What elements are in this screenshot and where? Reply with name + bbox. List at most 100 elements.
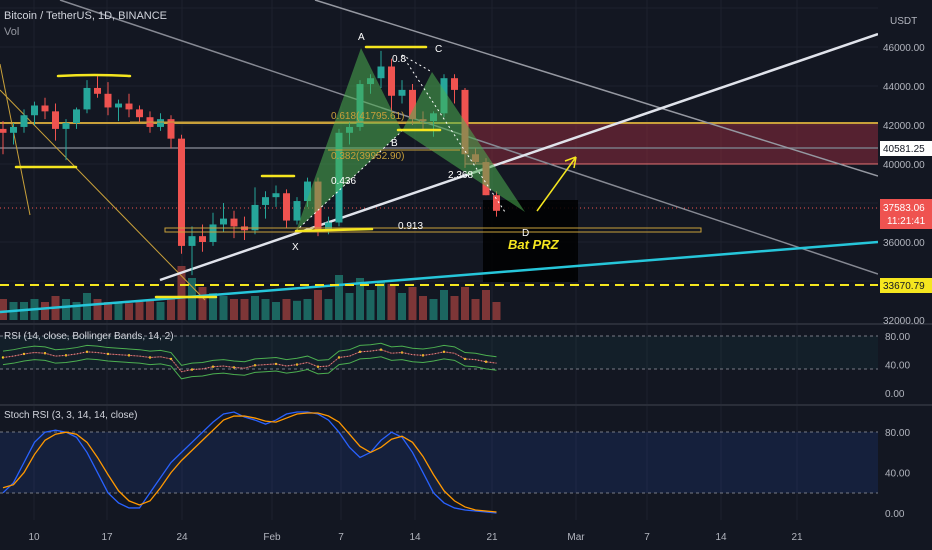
rsi-pane (0, 335, 878, 380)
candle (230, 210, 238, 239)
ac-dotted-line (401, 54, 433, 73)
rsi-indicator-label[interactable]: RSI (14, close, Bollinger Bands, 14, 2) (4, 331, 174, 342)
symbol-title[interactable]: Bitcoin / TetherUS, 1D, BINANCE (4, 10, 168, 22)
volume-bar (293, 300, 301, 320)
candle (388, 58, 395, 112)
trend-line-white[interactable] (159, 32, 878, 282)
time-tick-label: 14 (409, 532, 421, 543)
price-tick-label: 42000.00 (883, 121, 925, 132)
yellow-markers[interactable] (14, 45, 442, 299)
stoch-k-line (2, 411, 497, 514)
svg-text:11:21:41: 11:21:41 (887, 216, 926, 227)
volume-indicator-label[interactable]: Vol (4, 26, 20, 38)
volume-bar (188, 278, 196, 320)
candle (293, 197, 301, 225)
volume-bar (261, 299, 270, 320)
volume-bar (461, 287, 469, 320)
candle (52, 103, 59, 141)
candle (251, 187, 259, 235)
stoch-tick-label: 40.00 (885, 469, 910, 480)
volume-bar (419, 296, 427, 320)
bd-dotted-line (401, 54, 506, 213)
candle (178, 134, 185, 254)
volume-bar (125, 303, 133, 320)
volume-bar (272, 302, 280, 320)
pattern-xab-triangle[interactable] (296, 48, 402, 231)
candle (73, 107, 80, 129)
time-tick-label: Feb (263, 532, 281, 543)
pattern-bcd-triangle[interactable] (402, 72, 525, 212)
volume-bar (177, 266, 186, 320)
rsi-bb-upper (2, 342, 497, 366)
rsi-bb-lower (2, 356, 497, 380)
arrow-head-icon (564, 156, 577, 169)
svg-text:33670.79: 33670.79 (883, 281, 925, 292)
volume-bar (104, 302, 112, 320)
candle (377, 50, 385, 88)
point-c-label: C (435, 44, 442, 55)
ratio-bd-label: 2.368 (448, 170, 473, 181)
volume-bar (62, 299, 70, 320)
volume-bar (366, 290, 375, 320)
candle (272, 185, 280, 207)
candle (398, 80, 406, 104)
volume-bar (482, 290, 490, 320)
volume-bar (135, 302, 144, 320)
candle (125, 93, 133, 118)
time-axis[interactable]: 10 17 24 Feb 7 14 21 Mar 7 14 21 (28, 532, 803, 543)
stoch-indicator-label[interactable]: Stoch RSI (3, 3, 14, 14, close) (4, 410, 138, 421)
trend-line-teal[interactable] (0, 240, 878, 314)
trend-line-grey-2[interactable] (314, 0, 878, 177)
price-tag-current: 37583.06 11:21:41 (880, 199, 932, 229)
point-x-label: X (292, 242, 299, 253)
volume-bar (219, 296, 228, 320)
price-tick-label: 40000.00 (883, 160, 925, 171)
volume-bar (240, 299, 249, 320)
volume-bar (314, 290, 322, 320)
resistance-zone[interactable] (465, 123, 878, 164)
candle (41, 97, 49, 120)
candle (283, 189, 290, 229)
price-tick-label: 32000.00 (883, 316, 925, 327)
stoch-d-line (2, 412, 497, 513)
volume-bar (72, 302, 81, 320)
volume-bar (93, 299, 102, 320)
ratio-xd-label: 0.913 (398, 221, 423, 232)
ratio-ac-label: 0.8 (392, 54, 406, 65)
projection-arrow[interactable] (536, 156, 577, 212)
price-tick-label: 44000.00 (883, 82, 925, 93)
volume-bar (156, 302, 165, 320)
candle (115, 99, 122, 122)
xb-dotted-line (295, 130, 403, 232)
bat-prz-label: Bat PRZ (508, 237, 560, 252)
point-d-label: D (522, 228, 529, 239)
stoch-tick-label: 0.00 (885, 509, 905, 520)
candle (451, 74, 458, 104)
time-tick-label: 14 (715, 532, 727, 543)
time-tick-label: 21 (791, 532, 803, 543)
volume-bar (450, 296, 459, 320)
time-tick-label: 7 (644, 532, 650, 543)
stoch-rsi-pane (0, 411, 878, 514)
volume-bar (324, 299, 333, 320)
volume-bar (387, 284, 396, 320)
svg-text:40581.25: 40581.25 (883, 144, 925, 155)
grid (0, 0, 878, 520)
volume-bar (230, 299, 238, 320)
level-0913-rect[interactable] (164, 227, 702, 233)
volume-bar (345, 293, 354, 320)
candle (199, 224, 206, 252)
volume-bar (282, 299, 291, 320)
candle (0, 121, 7, 155)
trend-line-orange-1[interactable] (0, 63, 31, 216)
candle (62, 119, 70, 161)
volume-bar (114, 302, 123, 320)
volume-bar (440, 290, 448, 320)
point-a-label: A (358, 32, 365, 43)
volume-bar (146, 300, 154, 320)
price-tick-label: 46000.00 (883, 43, 925, 54)
candle (209, 212, 217, 246)
candle (262, 191, 269, 219)
volume-bar (83, 293, 91, 320)
